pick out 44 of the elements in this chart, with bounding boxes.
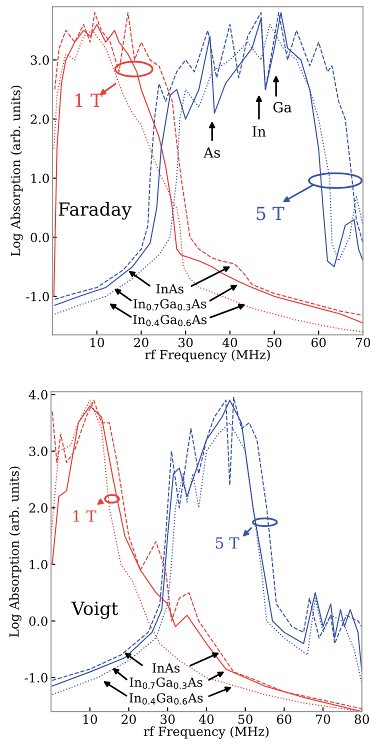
annotation: 1 T [73,510,96,522]
x-axis-title: rf Frequency (MHz) [145,350,270,362]
annotation: 5 T [216,537,240,549]
y-axis-title: Log Absorption (arb. units) [9,466,22,637]
x-tick-label: 80 [354,714,369,724]
x-tick-label: 10 [90,338,104,348]
annotation: As [203,147,220,158]
x-tick-label: 10 [83,714,98,724]
y-tick-label: -1.0 [26,292,49,302]
annotation: InAs [152,663,180,673]
annotation: In [252,126,266,137]
y-tick-label: 1.0 [31,174,49,184]
y-tick-label: 2.0 [30,114,49,124]
x-tick-label: 50 [238,714,252,724]
y-tick-label: 4.0 [28,390,48,400]
x-tick-label: 40 [222,338,238,348]
y-tick-label: 3.0 [30,55,49,65]
x-tick-label: 20 [122,714,136,724]
x-tick-label: 30 [160,714,175,724]
annotation: Voigt [71,602,118,619]
x-tick-label: 70 [316,714,330,724]
x-tick-label: 20 [134,338,148,348]
y-tick-label: 2.0 [29,503,48,513]
x-tick-label: 40 [198,714,214,724]
y-tick-label: -1.0 [24,673,48,683]
y-tick-label: 0.0 [29,616,48,626]
x-tick-label: 30 [178,338,193,348]
y-tick-label: 1.0 [30,560,48,570]
annotation: In$_{0.7}$Ga$_{0.3}$As [130,677,202,689]
x-tick-label: 70 [356,338,370,348]
annotation: Faraday [58,202,132,220]
y-tick-label: 0.0 [30,232,49,242]
x-tick-label: 50 [267,338,282,348]
annotation: Ga [273,102,292,112]
y-axis-title: Log Absorption (arb. units) [10,86,23,256]
annotation: In$_{0.4}$Ga$_{0.6}$As [133,314,207,326]
annotation: 5 T [256,206,284,220]
x-axis-title: rf Frequency (MHz) [144,726,269,739]
annotation: In$_{0.7}$Ga$_{0.3}$As [134,299,206,310]
y-tick-label: 3.0 [29,446,48,456]
annotation: InAs [156,284,184,294]
annotation: In$_{0.4}$Ga$_{0.6}$As [129,693,203,705]
x-tick-label: 60 [277,714,292,724]
x-tick-label: 60 [312,338,326,348]
